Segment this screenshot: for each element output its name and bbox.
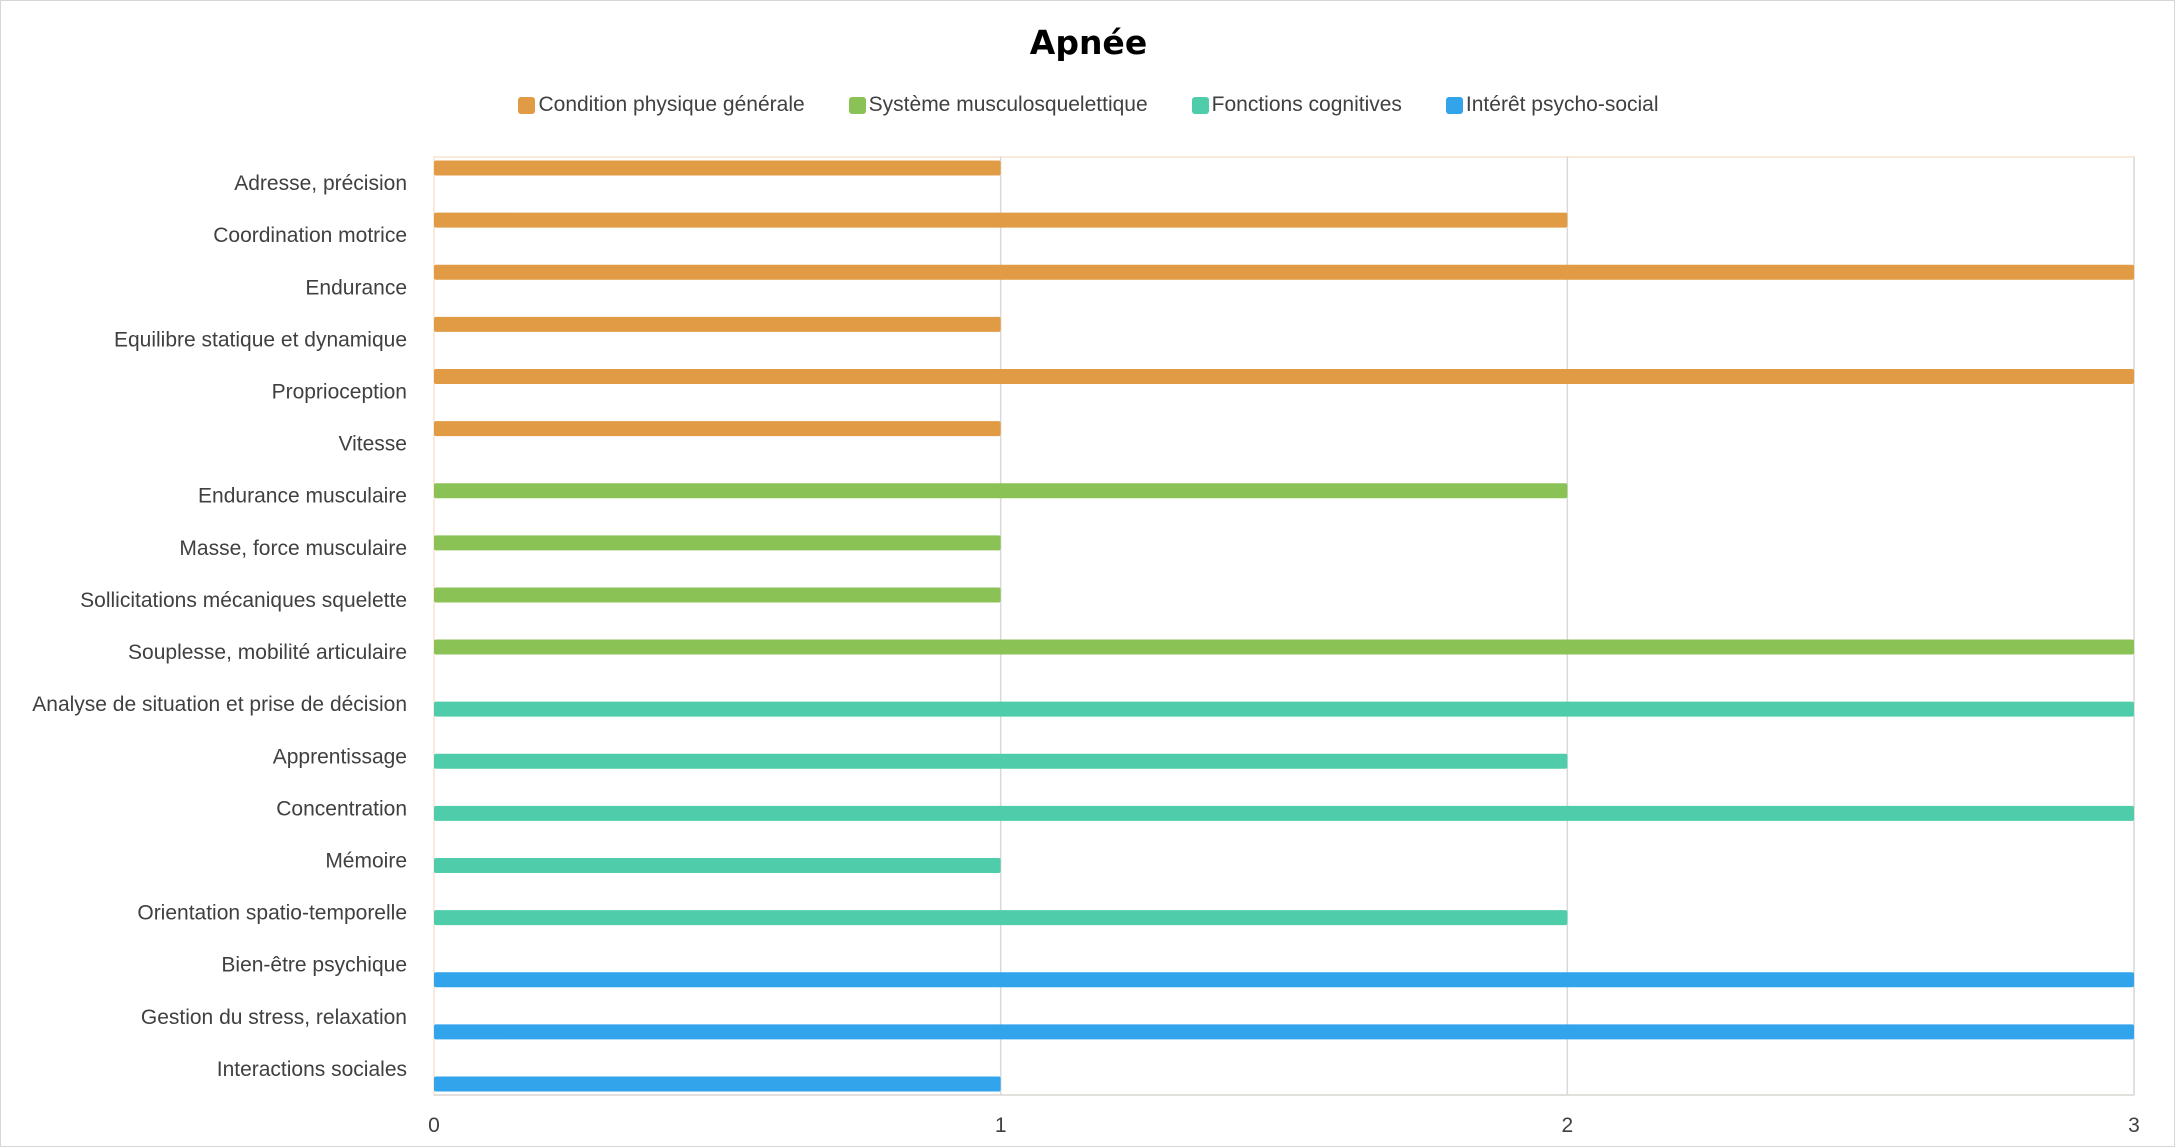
legend-label: Condition physique générale [538, 93, 805, 116]
x-tick-label: 3 [2128, 1114, 2140, 1137]
bar [434, 369, 2134, 384]
bar [434, 483, 1568, 499]
bar [434, 1076, 1001, 1092]
legend: Condition physique générale Système musc… [1, 93, 2175, 117]
category-label: Souplesse, mobilité articulaire [128, 641, 407, 664]
legend-swatch [1191, 96, 1209, 114]
bar [434, 639, 2134, 655]
category-label: Equilibre statique et dynamique [114, 328, 407, 351]
bar [434, 805, 2134, 821]
bar [434, 316, 1001, 332]
legend-entry: Condition physique générale [518, 93, 805, 117]
bar [434, 701, 2134, 717]
bar [434, 1024, 2134, 1040]
category-label: Adresse, précision [234, 172, 407, 195]
bar [434, 858, 1001, 873]
x-tick-label: 0 [428, 1114, 440, 1137]
legend-label: Fonctions cognitives [1211, 93, 1402, 116]
category-label: Orientation spatio-temporelle [137, 902, 407, 925]
legend-entry: Système musculosquelettique [848, 93, 1148, 117]
category-label: Mémoire [325, 850, 407, 873]
category-label: Endurance musculaire [198, 485, 407, 508]
bar [434, 535, 1001, 551]
category-label: Concentration [276, 797, 407, 820]
category-label: Interactions sociales [217, 1058, 407, 1081]
legend-label: Intérêt psycho-social [1465, 93, 1659, 116]
x-tick-label: 1 [995, 1114, 1007, 1137]
category-label: Bien-être psychique [221, 954, 407, 977]
plot-area-border [433, 156, 2135, 1096]
bar [434, 160, 1001, 176]
category-label: Endurance [305, 276, 407, 299]
category-label: Proprioception [272, 381, 407, 404]
bar [434, 753, 1568, 769]
legend-swatch [848, 96, 866, 114]
legend-entry: Fonctions cognitives [1191, 93, 1402, 117]
category-label: Coordination motrice [213, 224, 407, 247]
bar [434, 421, 1001, 437]
legend-entry: Intérêt psycho-social [1445, 93, 1659, 117]
category-label: Sollicitations mécaniques squelette [80, 589, 407, 612]
bar [434, 972, 2134, 988]
bar [434, 587, 1001, 603]
chart-title: Apnée [1029, 23, 1148, 62]
bar [434, 212, 1568, 228]
category-label: Gestion du stress, relaxation [141, 1006, 407, 1029]
category-label: Apprentissage [273, 745, 407, 768]
bar [434, 264, 2134, 280]
legend-label: Système musculosquelettique [868, 93, 1148, 116]
x-tick-label: 2 [1561, 1114, 1573, 1137]
legend-swatch [1445, 96, 1463, 114]
bar [434, 910, 1568, 926]
category-label: Masse, force musculaire [179, 537, 407, 560]
category-label: Vitesse [339, 433, 408, 456]
legend-swatch [518, 96, 536, 114]
category-label: Analyse de situation et prise de décisio… [32, 693, 407, 716]
